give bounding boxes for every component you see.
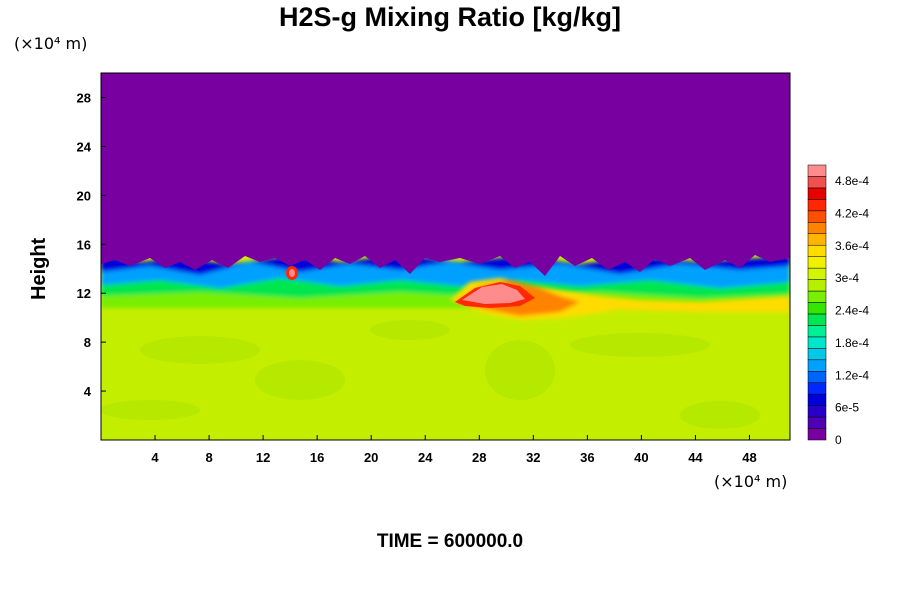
- colorbar-swatch: [807, 382, 827, 395]
- colorbar: 0 6e-5 1.2e-4 1.8e-4 2.4e-4 3e-4 3.6e-4 4.2e-4 4…: [807, 164, 869, 447]
- x-tick-label: 32: [526, 450, 540, 465]
- x-tick-label: 28: [472, 450, 486, 465]
- colorbar-swatch: [807, 187, 827, 200]
- colorbar-label: 4.2e-4: [835, 207, 869, 221]
- colorbar-label: 4.8e-4: [835, 174, 869, 188]
- colorbar-swatch: [807, 233, 827, 246]
- x-tick-label: 40: [634, 450, 648, 465]
- colorbar-swatch: [807, 267, 827, 280]
- x-tick-label: 24: [418, 450, 433, 465]
- colorbar-swatch: [807, 199, 827, 212]
- y-axis-ticks: 4 8 12 16 20 24 28: [77, 90, 106, 399]
- x-tick-label: 12: [256, 450, 270, 465]
- plume-maximum: [462, 284, 525, 304]
- colorbar-swatch: [807, 244, 827, 257]
- colorbar-label: 3.6e-4: [835, 239, 869, 253]
- x-tick-label: 8: [205, 450, 212, 465]
- colorbar-swatch: [807, 222, 827, 235]
- y-tick-label: 8: [84, 335, 91, 350]
- colorbar-swatch: [807, 325, 827, 338]
- x-tick-label: 44: [688, 450, 703, 465]
- colorbar-swatch: [807, 302, 827, 315]
- x-axis-ticks: 4 8 12 16 20 24 28 32 36 40 44 48: [151, 435, 757, 465]
- x-tick-label: 16: [310, 450, 324, 465]
- colorbar-swatch: [807, 416, 827, 429]
- colorbar-swatch: [807, 279, 827, 292]
- colorbar-label: 6e-5: [835, 401, 859, 415]
- y-tick-label: 24: [77, 139, 92, 154]
- colorbar-label: 0: [835, 433, 842, 447]
- heatmap-field: [101, 73, 790, 440]
- x-tick-label: 36: [580, 450, 594, 465]
- chart-title: H2S-g Mixing Ratio [kg/kg]: [278, 2, 621, 32]
- colorbar-swatch: [807, 428, 827, 441]
- colorbar-swatch: [807, 290, 827, 303]
- y-tick-label: 16: [77, 237, 91, 252]
- x-tick-label: 48: [742, 450, 756, 465]
- colorbar-swatch: [807, 164, 827, 177]
- colorbar-label: 1.8e-4: [835, 336, 869, 350]
- colorbar-label: 3e-4: [835, 271, 859, 285]
- colorbar-swatch: [807, 371, 827, 383]
- x-tick-label: 4: [151, 450, 159, 465]
- colorbar-swatch: [807, 348, 827, 361]
- colorbar-swatch: [807, 176, 827, 189]
- colorbar-swatch: [807, 359, 827, 372]
- colorbar-swatch: [807, 313, 827, 326]
- y-axis-unit-note: (×10⁴ m): [14, 34, 88, 53]
- y-tick-label: 12: [77, 286, 91, 301]
- x-tick-label: 20: [364, 450, 378, 465]
- colorbar-label: 2.4e-4: [835, 304, 869, 318]
- colorbar-swatch: [807, 256, 827, 269]
- colorbar-label: 1.2e-4: [835, 368, 869, 382]
- colorbar-swatch: [807, 336, 827, 349]
- y-tick-label: 4: [84, 384, 92, 399]
- colorbar-swatch: [807, 210, 827, 223]
- colorbar-swatch: [807, 393, 827, 406]
- colorbar-swatch: [807, 405, 827, 418]
- time-label: TIME = 600000.0: [376, 531, 524, 552]
- y-tick-label: 28: [77, 90, 91, 105]
- x-axis-unit-note: (×10⁴ m): [714, 472, 788, 491]
- y-tick-label: 20: [77, 188, 91, 203]
